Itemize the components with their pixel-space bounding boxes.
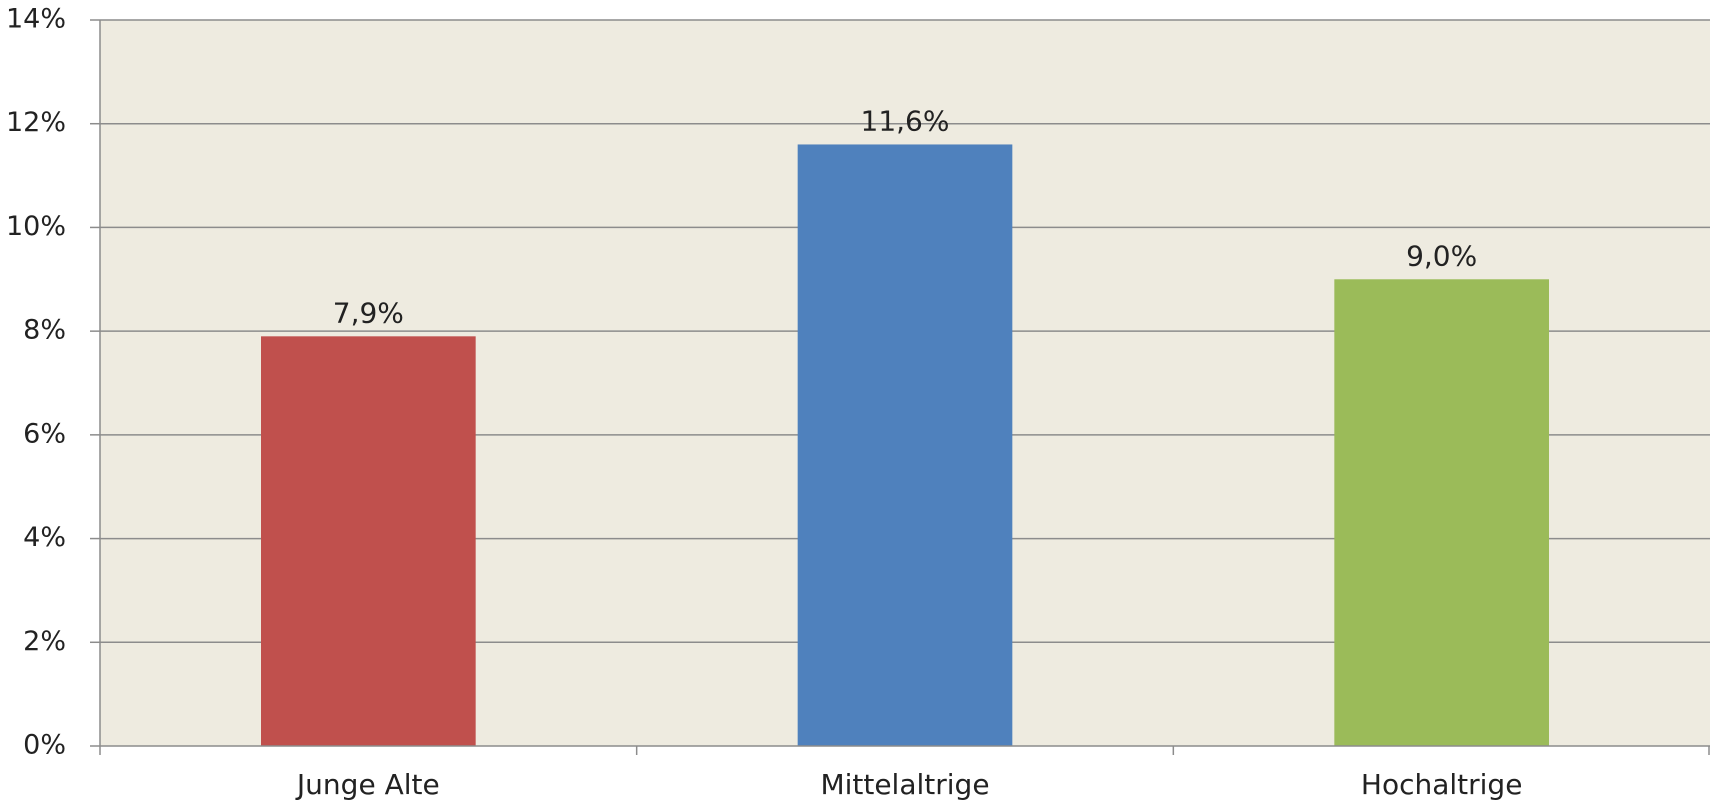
y-tick-label: 4% [23,522,66,553]
y-tick-label: 12% [6,107,66,138]
y-tick-label: 2% [23,626,66,657]
x-category-label: Hochaltrige [1361,768,1523,801]
x-category-label: Mittelaltrige [820,768,989,801]
y-tick-label: 10% [6,211,66,242]
x-axis-labels: Junge Alte Mittelaltrige Hochaltrige [295,768,1523,801]
y-axis-ticks: 0% 2% 4% 6% 8% 10% 12% 14% [6,4,100,761]
y-tick-label: 0% [23,730,66,761]
x-category-label: Junge Alte [295,768,440,801]
bar [797,144,1013,746]
bars [261,144,1549,746]
data-label: 9,0% [1406,239,1477,272]
data-label: 7,9% [333,296,404,329]
y-tick-label: 8% [23,315,66,346]
data-label: 11,6% [861,104,950,137]
axes [99,20,1710,755]
bar [1334,279,1549,746]
y-tick-label: 6% [23,418,66,449]
bar [261,336,476,746]
y-tick-label: 14% [6,4,66,35]
data-labels: 7,9% 11,6% 9,0% [333,104,1477,329]
